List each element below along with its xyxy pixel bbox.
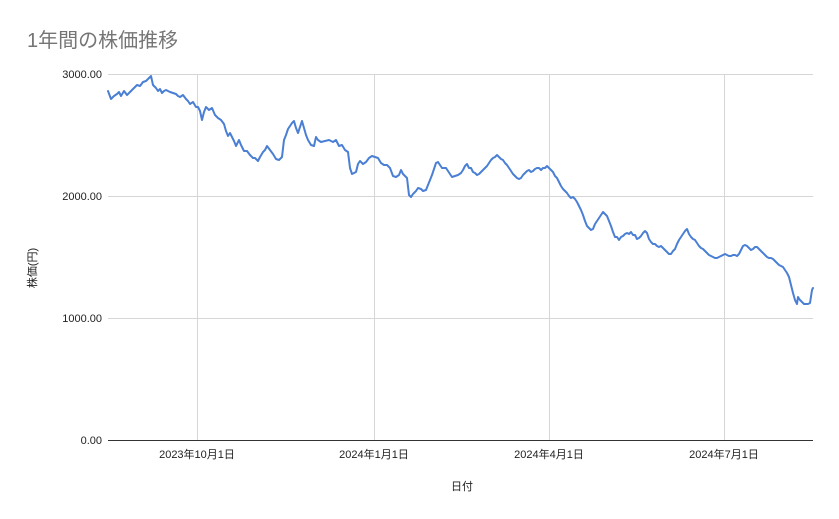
x-tick-labels: 2023年10月1日 2024年1月1日 2024年4月1日 2024年7月1日 (159, 447, 759, 461)
x-axis-title: 日付 (451, 480, 473, 493)
y-tick-1000: 1000.00 (62, 313, 102, 325)
x-tick-2024-01: 2024年1月1日 (339, 447, 409, 461)
x-tick-2024-07: 2024年7月1日 (689, 447, 759, 461)
price-series-line (107, 75, 814, 305)
y-gridlines (108, 74, 813, 319)
y-tick-2000: 2000.00 (62, 191, 102, 203)
y-axis-title: 株価(円) (25, 248, 39, 288)
y-tick-3000: 3000.00 (62, 69, 102, 81)
x-tick-2024-04: 2024年4月1日 (514, 447, 584, 461)
x-gridlines (197, 74, 725, 440)
x-tick-2023-10: 2023年10月1日 (159, 447, 235, 461)
y-tick-labels: 3000.00 2000.00 1000.00 0.00 (62, 69, 102, 447)
y-tick-0: 0.00 (81, 435, 102, 447)
chart-title: 1年間の株価推移 (27, 30, 179, 52)
